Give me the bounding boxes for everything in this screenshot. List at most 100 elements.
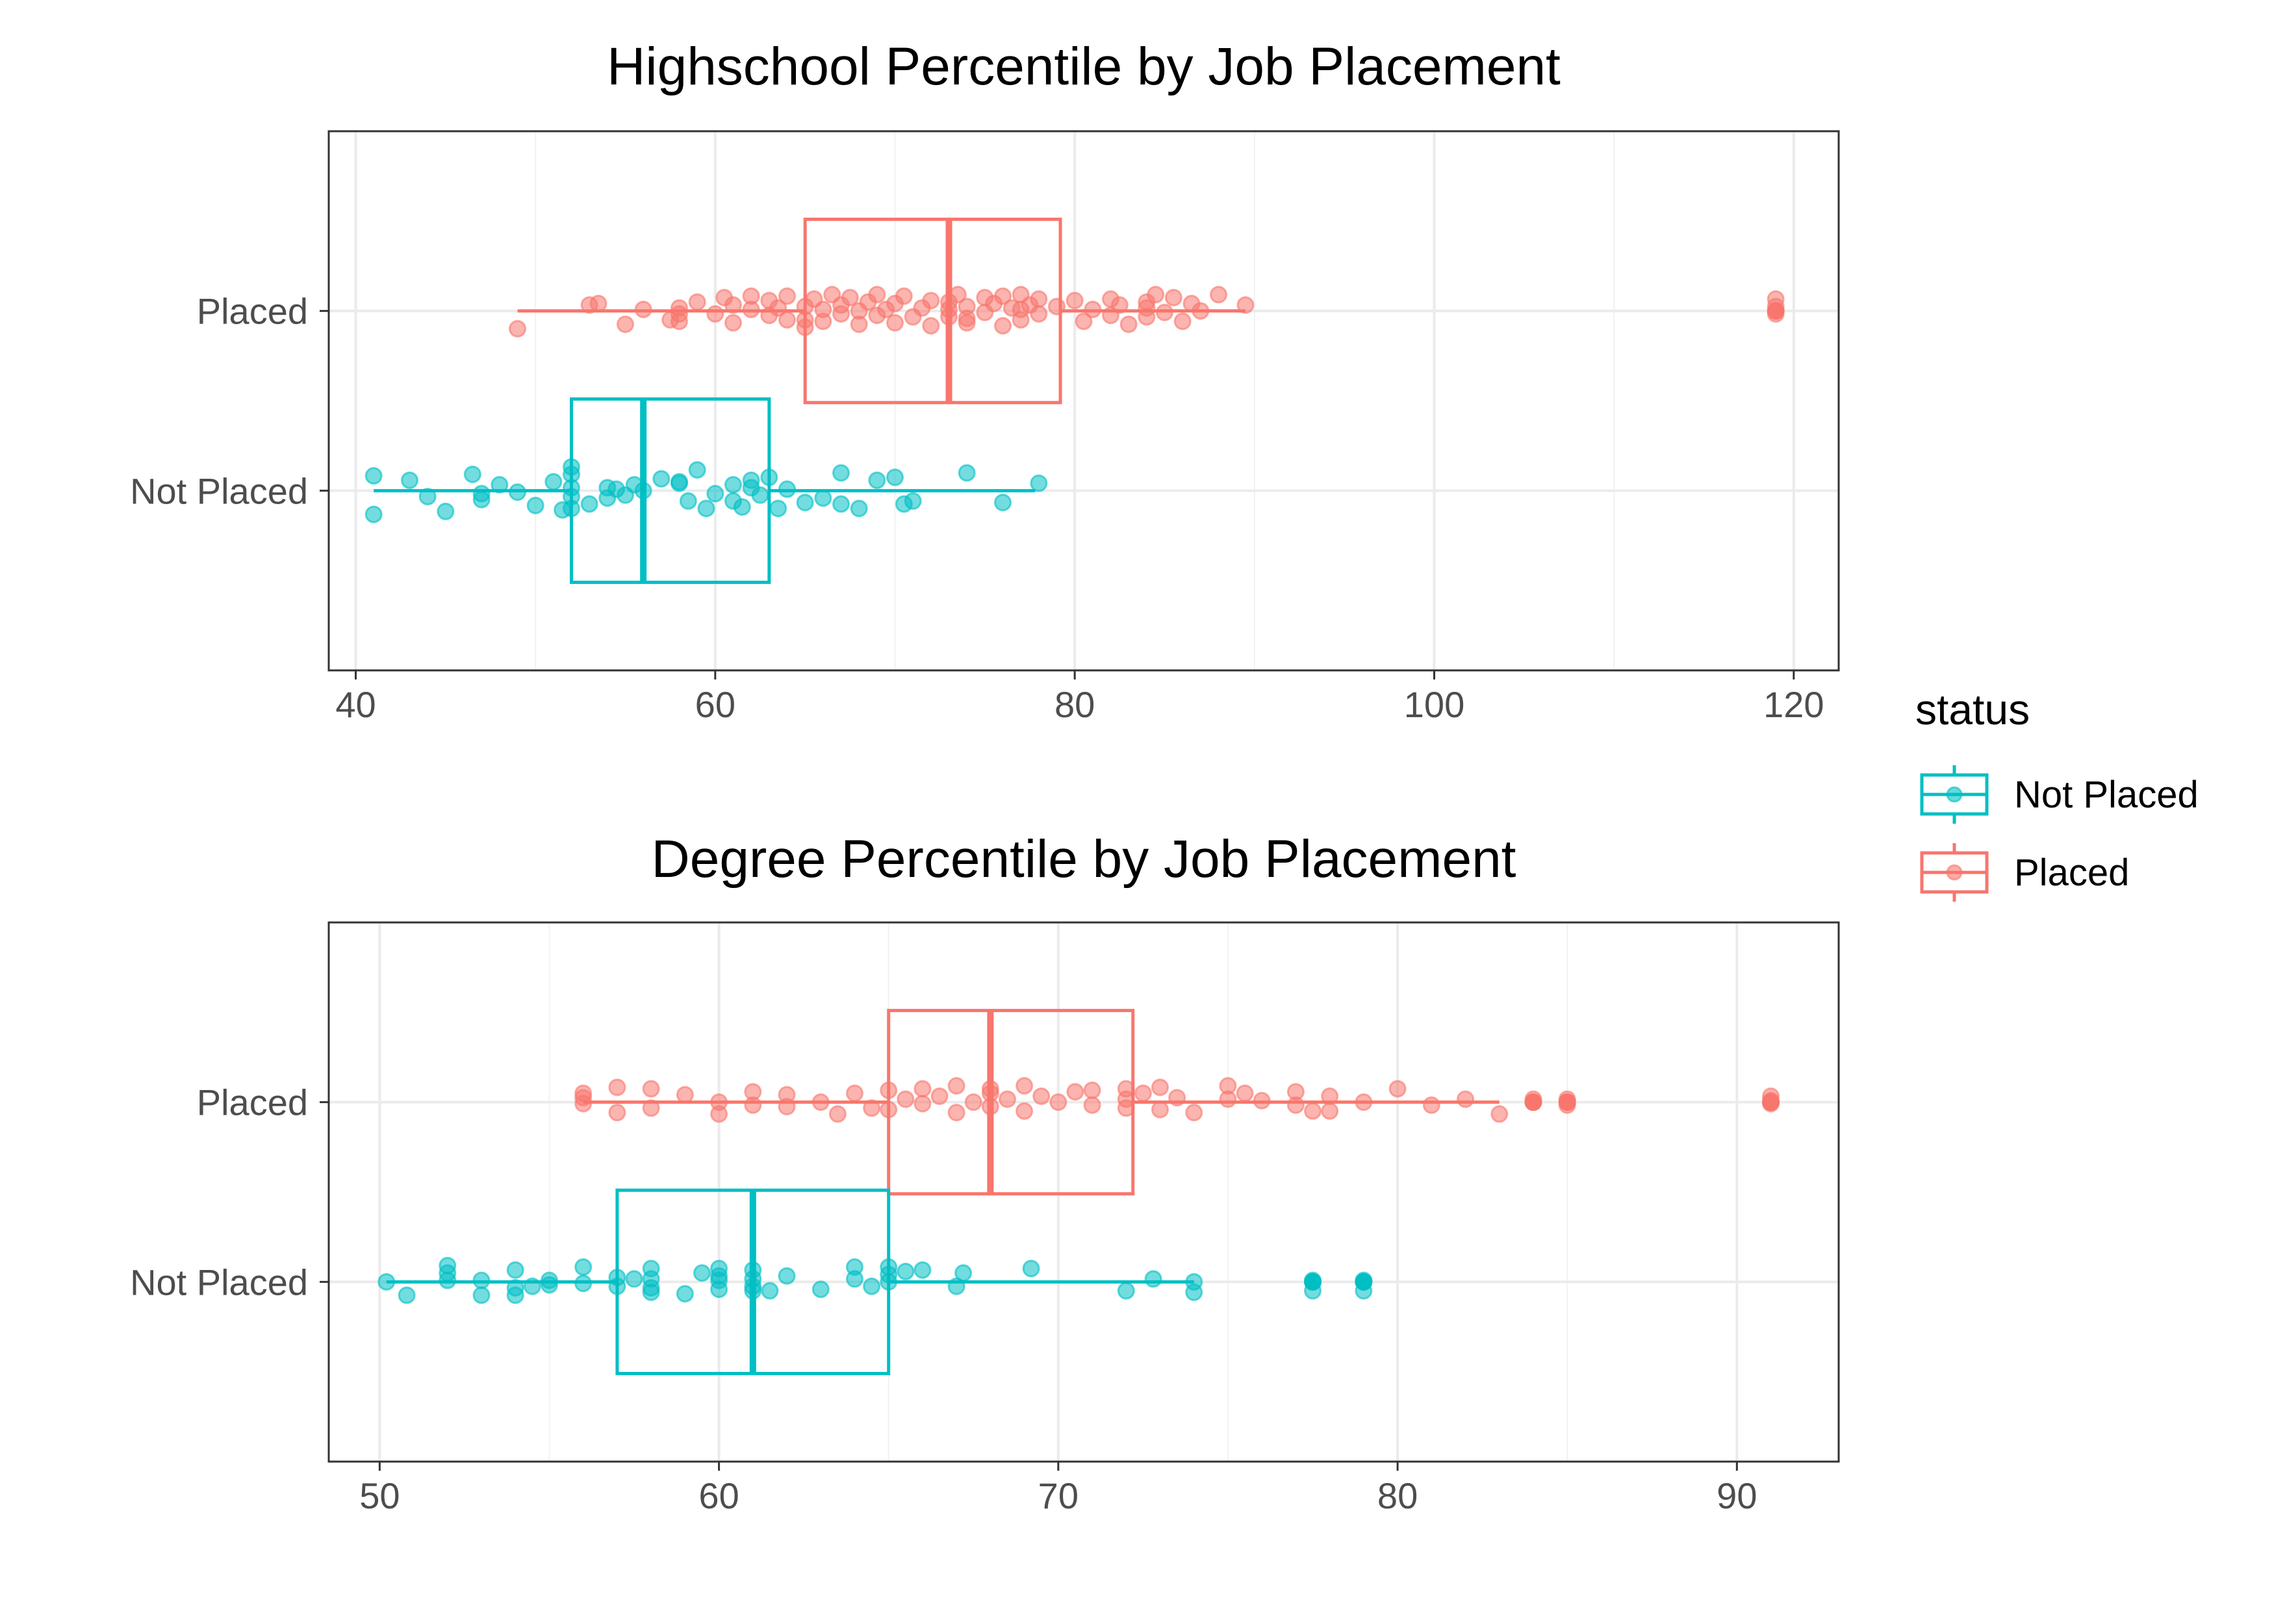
- data-point: [828, 1105, 847, 1123]
- data-point: [1066, 1083, 1084, 1101]
- data-point: [1119, 315, 1138, 333]
- data-point: [733, 498, 751, 516]
- data-point: [1321, 1087, 1339, 1106]
- plot-area: 40 60 80 100 120 Not Placed Placed: [130, 130, 1840, 725]
- legend-key-point: [1946, 786, 1963, 803]
- data-point: [671, 312, 688, 331]
- legend-label: Placed: [2014, 852, 2129, 894]
- x-tick-label: 120: [1763, 684, 1824, 725]
- data-point: [811, 1093, 830, 1111]
- data-point: [845, 1084, 863, 1102]
- data-point: [710, 1093, 728, 1111]
- data-point: [880, 1081, 898, 1099]
- x-tick-label: 60: [698, 1475, 739, 1516]
- data-point: [706, 485, 724, 503]
- data-point: [904, 492, 922, 510]
- data-point: [1286, 1083, 1305, 1101]
- data-point: [922, 316, 940, 335]
- data-point: [895, 287, 913, 305]
- data-point: [954, 1264, 973, 1282]
- data-point: [1304, 1102, 1322, 1120]
- data-point: [814, 489, 832, 507]
- data-point: [574, 1095, 593, 1113]
- data-point: [1083, 1081, 1101, 1099]
- x-tick-label: 90: [1717, 1475, 1757, 1516]
- data-point: [1185, 1283, 1203, 1301]
- data-point: [922, 292, 940, 310]
- data-point: [814, 312, 832, 331]
- data-point: [778, 311, 796, 329]
- data-point: [676, 1085, 694, 1104]
- data-point: [886, 314, 904, 332]
- data-point: [580, 495, 598, 513]
- data-point: [1156, 303, 1173, 322]
- data-point: [778, 1098, 796, 1116]
- data-point: [710, 1280, 728, 1299]
- data-point: [1066, 292, 1084, 310]
- data-point: [850, 500, 868, 518]
- data-point: [1355, 1282, 1373, 1300]
- legend-title: status: [1915, 685, 2030, 733]
- data-point: [949, 286, 967, 304]
- legend-item-placed: Placed: [1920, 843, 2129, 902]
- data-point: [964, 1093, 982, 1111]
- data-point: [1134, 1084, 1152, 1102]
- data-point: [1767, 305, 1785, 323]
- x-tick-label: 100: [1404, 684, 1464, 725]
- data-point: [1304, 1282, 1322, 1300]
- plot-area: 50 60 70 80 90 Not Placed Placed: [130, 921, 1840, 1516]
- data-point: [994, 494, 1012, 512]
- data-point: [463, 465, 481, 483]
- data-point: [1075, 312, 1093, 331]
- data-point: [744, 1282, 762, 1300]
- data-point: [832, 305, 850, 323]
- data-point: [897, 1262, 915, 1280]
- data-point: [769, 299, 787, 317]
- data-point: [1762, 1095, 1780, 1113]
- data-point: [364, 467, 383, 485]
- data-point: [437, 502, 455, 520]
- chart-panel-degree: Degree Percentile by Job Placement 50 60 7…: [130, 830, 1840, 1516]
- data-point: [769, 500, 787, 518]
- data-point: [574, 1275, 593, 1293]
- data-point: [1192, 302, 1210, 320]
- data-point: [563, 500, 580, 518]
- plot-frame: [327, 130, 1840, 672]
- data-point: [506, 1286, 524, 1304]
- data-point: [1048, 298, 1066, 316]
- data-point: [472, 1271, 491, 1289]
- chart-panel-highschool: Highschool Percentile by Job Placement 4…: [130, 37, 1840, 725]
- data-point: [1210, 286, 1227, 304]
- data-point: [634, 300, 652, 318]
- data-point: [1253, 1091, 1271, 1110]
- data-point: [540, 1276, 558, 1294]
- data-point: [845, 1270, 863, 1288]
- data-point: [796, 494, 814, 512]
- data-point: [398, 1286, 416, 1304]
- data-point: [625, 1270, 643, 1288]
- data-point: [679, 492, 697, 510]
- data-point: [608, 1078, 626, 1097]
- data-point: [778, 287, 796, 305]
- data-point: [1355, 1093, 1373, 1111]
- x-tick-label: 40: [335, 684, 376, 725]
- data-point: [642, 1283, 660, 1301]
- data-point: [1185, 1104, 1203, 1122]
- data-point: [676, 1285, 694, 1303]
- data-point: [880, 1273, 898, 1291]
- data-point: [940, 308, 958, 326]
- data-point: [377, 1273, 396, 1291]
- data-point: [913, 1095, 932, 1113]
- legend-label: Not Placed: [2014, 774, 2199, 816]
- data-point: [811, 1280, 830, 1299]
- data-point: [886, 468, 904, 487]
- data-point: [1012, 311, 1030, 329]
- data-point: [913, 1080, 932, 1098]
- data-point: [930, 1087, 949, 1106]
- chart-title: Degree Percentile by Job Placement: [652, 830, 1516, 889]
- data-point: [1084, 300, 1102, 318]
- data-point: [688, 293, 706, 311]
- y-tick-label: Placed: [197, 1082, 308, 1123]
- data-point: [523, 1277, 541, 1295]
- data-point: [1030, 474, 1048, 492]
